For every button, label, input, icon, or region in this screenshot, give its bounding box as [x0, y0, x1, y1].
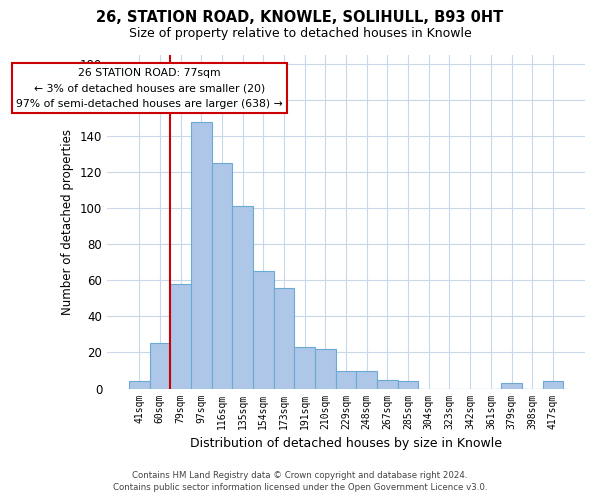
Bar [191, 122, 212, 388]
Bar [356, 370, 377, 388]
Bar [542, 382, 563, 388]
Bar [253, 272, 274, 388]
Text: 26 STATION ROAD: 77sqm
← 3% of detached houses are smaller (20)
97% of semi-deta: 26 STATION ROAD: 77sqm ← 3% of detached … [16, 68, 283, 109]
Bar [274, 288, 295, 388]
Bar [398, 382, 418, 388]
Bar [377, 380, 398, 388]
Bar [129, 382, 149, 388]
Bar [315, 349, 336, 389]
Bar [170, 284, 191, 389]
Text: Size of property relative to detached houses in Knowle: Size of property relative to detached ho… [128, 28, 472, 40]
Bar [336, 370, 356, 388]
Bar [232, 206, 253, 388]
Text: Contains HM Land Registry data © Crown copyright and database right 2024.
Contai: Contains HM Land Registry data © Crown c… [113, 471, 487, 492]
Bar [295, 347, 315, 389]
Text: 26, STATION ROAD, KNOWLE, SOLIHULL, B93 0HT: 26, STATION ROAD, KNOWLE, SOLIHULL, B93 … [97, 10, 503, 25]
Y-axis label: Number of detached properties: Number of detached properties [61, 129, 74, 315]
X-axis label: Distribution of detached houses by size in Knowle: Distribution of detached houses by size … [190, 437, 502, 450]
Bar [501, 383, 522, 388]
Bar [212, 163, 232, 388]
Bar [149, 344, 170, 388]
